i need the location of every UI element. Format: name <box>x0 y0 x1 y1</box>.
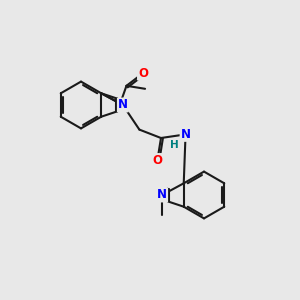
Text: N: N <box>118 98 128 112</box>
Text: O: O <box>152 154 162 167</box>
Text: N: N <box>181 128 190 141</box>
Text: O: O <box>138 67 148 80</box>
Text: H: H <box>170 140 178 150</box>
Text: N: N <box>157 188 167 202</box>
